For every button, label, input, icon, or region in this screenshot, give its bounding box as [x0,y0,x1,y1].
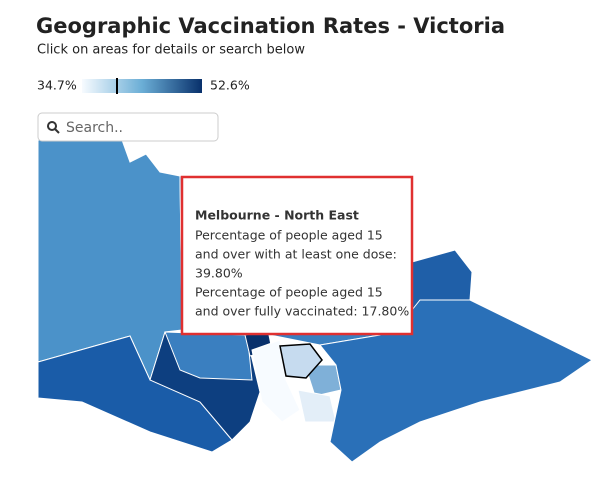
search-icon [47,121,57,131]
legend: 34.7% 52.6% [37,78,250,94]
tooltip-line: and over with at least one dose: [195,247,397,262]
title: Geographic Vaccination Rates - Victoria [36,14,505,38]
search-input[interactable] [37,112,219,142]
tooltip-line: Percentage of people aged 15 [195,285,383,300]
tooltip-line: Percentage of people aged 15 [195,228,383,243]
region-selected[interactable] [279,343,323,379]
tooltip-line: 39.80% [195,266,243,281]
search-box[interactable]: Search.. [37,112,219,142]
subtitle: Click on areas for details or search bel… [37,43,305,58]
tooltip: Melbourne - North East Percentage of peo… [180,175,414,336]
search-icon-handle [54,128,60,134]
tooltip-box [180,175,414,336]
region[interactable] [297,389,337,423]
tooltip-line: and over fully vaccinated: 17.80% [195,304,409,319]
search-placeholder: Search.. [66,120,123,136]
tooltip-region: Melbourne - North East [195,208,359,223]
legend-max: 52.6% [210,78,250,93]
region[interactable] [251,339,301,423]
legend-min: 34.7% [37,78,77,93]
legend-bar [82,79,202,93]
